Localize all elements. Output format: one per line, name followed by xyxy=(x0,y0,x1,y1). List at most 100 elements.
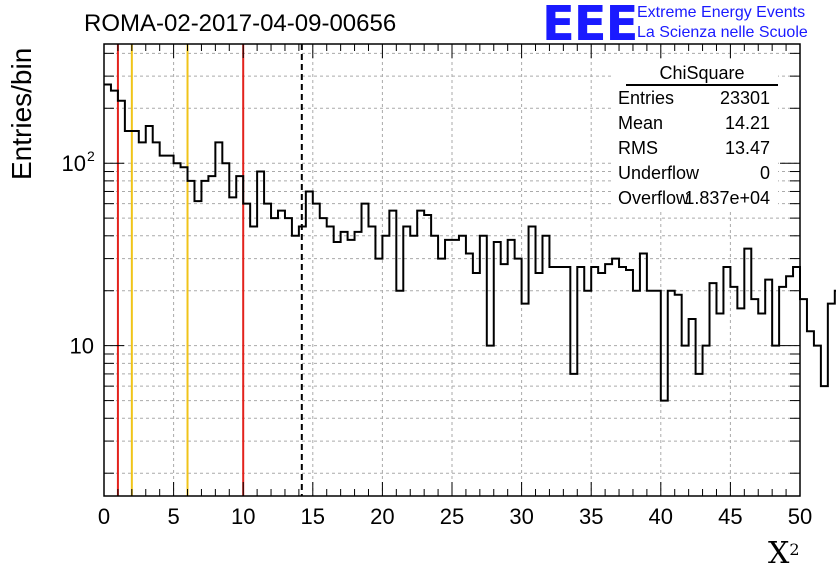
x-axis-label: X2 xyxy=(768,536,800,571)
histogram-bin xyxy=(682,346,689,496)
chart-title: ROMA-02-2017-04-09-00656 xyxy=(84,10,397,37)
histogram-bin xyxy=(146,126,153,496)
histogram-bin xyxy=(389,211,396,496)
histogram-bin xyxy=(730,287,737,496)
stats-box: ChiSquare Entries 23301 Mean 14.21 RMS 1… xyxy=(612,62,778,211)
stats-value: 13.47 xyxy=(724,138,770,158)
histogram-bin xyxy=(633,291,640,496)
histogram-bin xyxy=(494,242,501,496)
stats-key: Overflow xyxy=(618,188,690,208)
histogram-bin xyxy=(362,204,369,496)
histogram-bin xyxy=(716,314,723,496)
histogram-bin xyxy=(188,181,195,496)
histogram-bin xyxy=(744,249,751,496)
stats-row-overflow: Overflow 1.837e+04 xyxy=(618,186,778,211)
stats-row-entries: Entries 23301 xyxy=(618,86,778,111)
histogram-bin xyxy=(348,240,355,496)
histogram-bin xyxy=(536,273,543,496)
histogram-bin xyxy=(487,346,494,496)
histogram-bin xyxy=(160,156,167,496)
histogram-bin xyxy=(236,176,243,496)
stats-key: RMS xyxy=(618,138,658,158)
stats-row-rms: RMS 13.47 xyxy=(618,136,778,161)
histogram-bin xyxy=(368,226,375,496)
histogram-bin xyxy=(222,163,229,496)
histogram-bin xyxy=(264,204,271,496)
histogram-bin xyxy=(278,211,285,496)
histogram-bin xyxy=(194,201,201,496)
histogram-bin xyxy=(201,181,208,496)
histogram-bin xyxy=(452,240,459,496)
histogram-bin xyxy=(772,346,779,496)
histogram-bin xyxy=(515,259,522,496)
stats-key: Mean xyxy=(618,113,664,133)
histogram-bin xyxy=(668,291,675,496)
y-tick-label-exponent: 2 xyxy=(87,148,95,164)
histogram-bin xyxy=(327,226,334,496)
x-tick-label: 50 xyxy=(788,504,812,529)
histogram-bin xyxy=(563,267,570,496)
histogram-bin xyxy=(723,267,730,496)
histogram-bin xyxy=(501,264,508,496)
x-tick-label: 35 xyxy=(579,504,603,529)
logo-line2: La Scienza nelle Scuole xyxy=(637,24,808,41)
x-tick-label: 30 xyxy=(509,504,533,529)
x-axis-label-main: X xyxy=(768,536,790,571)
eee-logo-icon: EEE xyxy=(542,0,638,52)
histogram-bin xyxy=(605,264,612,496)
histogram-bin xyxy=(153,142,160,496)
stats-key: Underflow xyxy=(618,163,700,183)
histogram-bin xyxy=(584,291,591,496)
histogram-bin xyxy=(243,204,250,496)
histogram-bin xyxy=(710,283,717,496)
histogram-bin xyxy=(765,280,772,496)
histogram-bin xyxy=(306,191,313,496)
histogram-bin xyxy=(828,304,835,496)
histogram-bin xyxy=(250,226,257,496)
histogram-bin xyxy=(508,240,515,496)
histogram-bin xyxy=(313,204,320,496)
histogram-bin xyxy=(396,291,403,496)
histogram-bin xyxy=(320,218,327,496)
histogram-bin xyxy=(382,236,389,496)
stats-value: 1.837e+04 xyxy=(684,188,770,208)
histogram-bin xyxy=(174,163,181,496)
histogram-bin xyxy=(438,259,445,496)
histogram-bin xyxy=(612,259,619,496)
histogram-bin xyxy=(271,218,278,496)
x-tick-label: 25 xyxy=(440,504,464,529)
stats-row-mean: Mean 14.21 xyxy=(618,111,778,136)
histogram-bin xyxy=(410,236,417,496)
x-tick-label: 15 xyxy=(301,504,325,529)
histogram-bin xyxy=(807,331,814,496)
y-tick-label: 10 xyxy=(70,334,94,359)
histogram-bin xyxy=(299,226,306,496)
x-axis-label-sup: 2 xyxy=(789,540,800,559)
histogram-bin xyxy=(800,299,807,496)
histogram-bin xyxy=(285,218,292,496)
histogram-bin xyxy=(640,253,647,496)
histogram-bin xyxy=(480,236,487,496)
y-axis-label: Entries/bin xyxy=(6,47,37,180)
histogram-bin xyxy=(473,273,480,496)
histogram-bin xyxy=(257,172,264,496)
histogram-bin xyxy=(703,346,710,496)
histogram-bin xyxy=(466,253,473,496)
histogram-bin xyxy=(661,401,668,496)
histogram-bin xyxy=(445,240,452,496)
x-tick-label: 20 xyxy=(370,504,394,529)
histogram-bin xyxy=(647,291,654,496)
histogram-bin xyxy=(689,319,696,496)
stats-value: 0 xyxy=(759,163,770,183)
histogram-bin xyxy=(654,291,661,496)
x-tick-label: 45 xyxy=(718,504,742,529)
histogram-bin xyxy=(696,374,703,496)
histogram-bin xyxy=(215,142,222,496)
histogram-bin xyxy=(758,314,765,496)
histogram-bin xyxy=(675,295,682,496)
histogram-bin xyxy=(111,91,118,496)
x-tick-label: 5 xyxy=(167,504,179,529)
stats-value: 23301 xyxy=(719,88,770,108)
